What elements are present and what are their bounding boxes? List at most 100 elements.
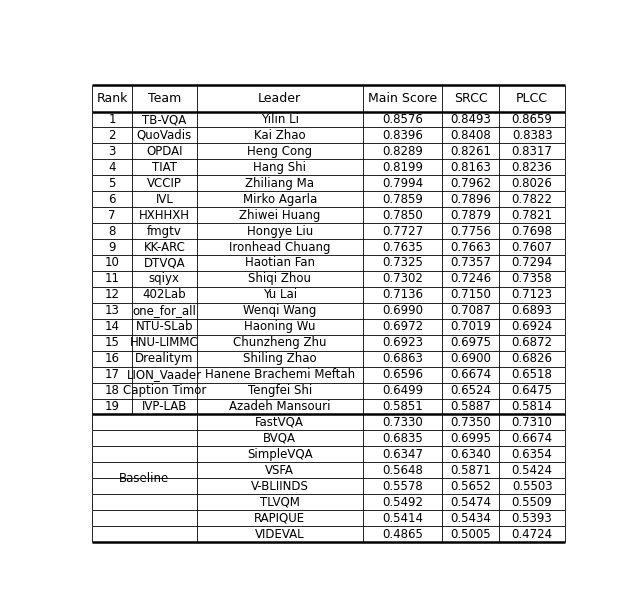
Text: 11: 11 bbox=[105, 272, 120, 286]
Text: 0.7727: 0.7727 bbox=[382, 225, 423, 238]
Text: 0.8383: 0.8383 bbox=[512, 129, 552, 142]
Text: Hanene Brachemi Meftah: Hanene Brachemi Meftah bbox=[205, 368, 355, 381]
Text: 0.7350: 0.7350 bbox=[450, 416, 491, 429]
Text: Main Score: Main Score bbox=[368, 92, 437, 105]
Text: FastVQA: FastVQA bbox=[255, 416, 304, 429]
Text: 15: 15 bbox=[105, 336, 120, 349]
Text: Heng Cong: Heng Cong bbox=[247, 145, 312, 158]
Text: 0.7962: 0.7962 bbox=[450, 177, 491, 190]
Text: 0.7246: 0.7246 bbox=[450, 272, 491, 286]
Text: 0.7879: 0.7879 bbox=[450, 209, 491, 222]
Text: V-BLIINDS: V-BLIINDS bbox=[251, 480, 308, 493]
Text: VCCIP: VCCIP bbox=[147, 177, 182, 190]
Text: 0.8659: 0.8659 bbox=[511, 113, 552, 126]
Text: Team: Team bbox=[148, 92, 181, 105]
Text: 0.6924: 0.6924 bbox=[511, 320, 553, 333]
Text: OPDAI: OPDAI bbox=[146, 145, 182, 158]
Text: Hang Shi: Hang Shi bbox=[253, 161, 306, 174]
Text: Shiqi Zhou: Shiqi Zhou bbox=[248, 272, 311, 286]
Text: 0.5887: 0.5887 bbox=[450, 400, 491, 413]
Text: DTVQA: DTVQA bbox=[143, 256, 185, 270]
Text: Baseline: Baseline bbox=[119, 472, 170, 485]
Text: 0.6923: 0.6923 bbox=[382, 336, 423, 349]
Text: 0.4724: 0.4724 bbox=[511, 527, 553, 541]
Text: 12: 12 bbox=[105, 289, 120, 301]
Text: 0.8408: 0.8408 bbox=[450, 129, 491, 142]
Text: 0.6835: 0.6835 bbox=[382, 432, 423, 445]
Text: 18: 18 bbox=[105, 384, 120, 397]
Text: 0.7302: 0.7302 bbox=[382, 272, 423, 286]
Text: 0.6990: 0.6990 bbox=[382, 304, 423, 317]
Text: 0.5393: 0.5393 bbox=[512, 512, 552, 524]
Text: Zhiwei Huang: Zhiwei Huang bbox=[239, 209, 321, 222]
Text: 0.6674: 0.6674 bbox=[511, 432, 553, 445]
Text: 6: 6 bbox=[109, 192, 116, 206]
Text: 2: 2 bbox=[109, 129, 116, 142]
Text: 0.5652: 0.5652 bbox=[450, 480, 491, 493]
Text: 0.7756: 0.7756 bbox=[450, 225, 491, 238]
Text: 0.6893: 0.6893 bbox=[511, 304, 552, 317]
Text: 0.7294: 0.7294 bbox=[511, 256, 553, 270]
Text: 0.4865: 0.4865 bbox=[382, 527, 423, 541]
Text: 0.7357: 0.7357 bbox=[450, 256, 491, 270]
Text: 8: 8 bbox=[109, 225, 116, 238]
Text: 0.7325: 0.7325 bbox=[382, 256, 423, 270]
Text: Haoning Wu: Haoning Wu bbox=[244, 320, 316, 333]
Text: 0.6863: 0.6863 bbox=[382, 352, 423, 365]
Text: 0.6354: 0.6354 bbox=[511, 448, 552, 461]
Text: 0.7019: 0.7019 bbox=[450, 320, 491, 333]
Text: SRCC: SRCC bbox=[454, 92, 488, 105]
Text: 0.5871: 0.5871 bbox=[450, 464, 491, 477]
Text: 0.8261: 0.8261 bbox=[450, 145, 491, 158]
Text: 0.5424: 0.5424 bbox=[511, 464, 552, 477]
Text: QuoVadis: QuoVadis bbox=[137, 129, 192, 142]
Text: 0.7330: 0.7330 bbox=[382, 416, 423, 429]
Text: 0.6972: 0.6972 bbox=[382, 320, 423, 333]
Text: 0.7822: 0.7822 bbox=[511, 192, 552, 206]
Text: 0.8026: 0.8026 bbox=[511, 177, 552, 190]
Text: 0.5578: 0.5578 bbox=[382, 480, 423, 493]
Text: 0.5509: 0.5509 bbox=[512, 496, 552, 509]
Text: 0.7850: 0.7850 bbox=[382, 209, 423, 222]
Text: 19: 19 bbox=[105, 400, 120, 413]
Text: 0.8317: 0.8317 bbox=[511, 145, 552, 158]
Text: Shiling Zhao: Shiling Zhao bbox=[243, 352, 316, 365]
Text: 0.7859: 0.7859 bbox=[382, 192, 423, 206]
Text: TLVQM: TLVQM bbox=[260, 496, 300, 509]
Text: 10: 10 bbox=[105, 256, 120, 270]
Text: 0.7698: 0.7698 bbox=[511, 225, 552, 238]
Text: Yu Lai: Yu Lai bbox=[262, 289, 297, 301]
Text: BVQA: BVQA bbox=[263, 432, 296, 445]
Text: 4: 4 bbox=[109, 161, 116, 174]
Text: Caption Timor: Caption Timor bbox=[123, 384, 206, 397]
Text: 13: 13 bbox=[105, 304, 120, 317]
Text: one_for_all: one_for_all bbox=[132, 304, 196, 317]
Text: 0.8199: 0.8199 bbox=[382, 161, 423, 174]
Text: 17: 17 bbox=[105, 368, 120, 381]
Text: HNU-LIMMC: HNU-LIMMC bbox=[130, 336, 198, 349]
Text: 16: 16 bbox=[105, 352, 120, 365]
Text: IVL: IVL bbox=[156, 192, 173, 206]
Text: 0.6596: 0.6596 bbox=[382, 368, 423, 381]
Text: HXHHXH: HXHHXH bbox=[139, 209, 190, 222]
Text: Hongye Liu: Hongye Liu bbox=[246, 225, 313, 238]
Text: VIDEVAL: VIDEVAL bbox=[255, 527, 305, 541]
Text: Chunzheng Zhu: Chunzheng Zhu bbox=[233, 336, 326, 349]
Text: 0.6900: 0.6900 bbox=[450, 352, 491, 365]
Text: Kai Zhao: Kai Zhao bbox=[254, 129, 305, 142]
Text: 9: 9 bbox=[109, 241, 116, 253]
Text: 0.7358: 0.7358 bbox=[512, 272, 552, 286]
Text: Ironhead Chuang: Ironhead Chuang bbox=[229, 241, 330, 253]
Text: fmgtv: fmgtv bbox=[147, 225, 182, 238]
Text: 3: 3 bbox=[109, 145, 116, 158]
Text: 0.6872: 0.6872 bbox=[511, 336, 552, 349]
Text: 0.8163: 0.8163 bbox=[450, 161, 491, 174]
Text: 0.8396: 0.8396 bbox=[382, 129, 423, 142]
Text: 0.6826: 0.6826 bbox=[511, 352, 552, 365]
Text: 0.5434: 0.5434 bbox=[450, 512, 491, 524]
Text: 0.7635: 0.7635 bbox=[382, 241, 423, 253]
Text: TIAT: TIAT bbox=[152, 161, 177, 174]
Text: 0.5474: 0.5474 bbox=[450, 496, 491, 509]
Text: Tengfei Shi: Tengfei Shi bbox=[248, 384, 312, 397]
Text: Drealitym: Drealitym bbox=[135, 352, 193, 365]
